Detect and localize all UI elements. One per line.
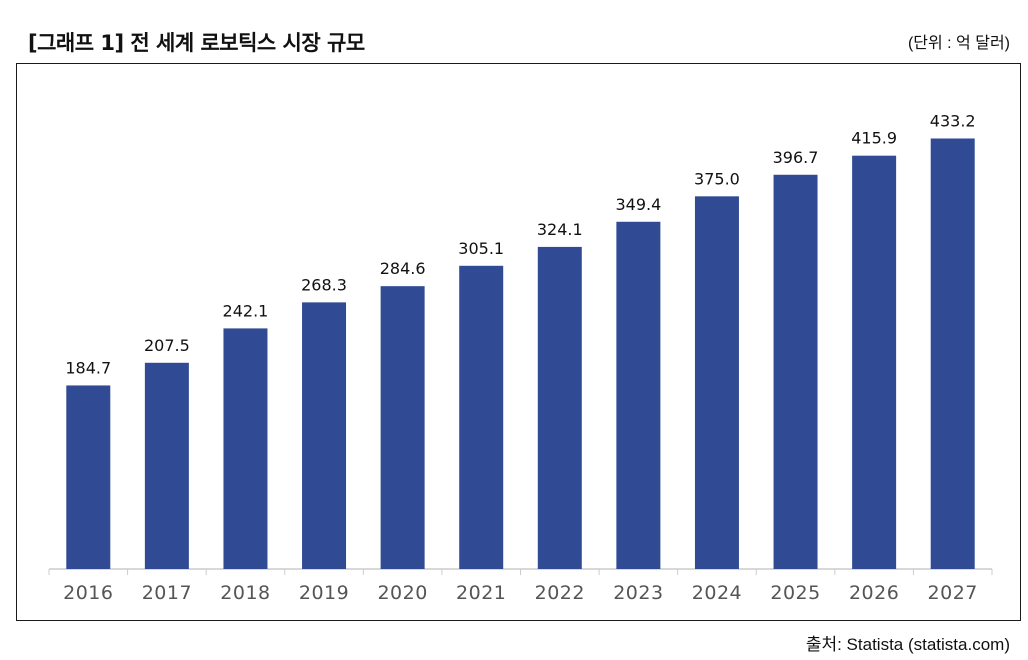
data-label-2022: 324.1 [537, 220, 583, 239]
chart-title: [그래프 1] 전 세계 로보틱스 시장 규모 [28, 31, 365, 55]
bar-2017 [144, 362, 189, 569]
bar-2016 [66, 385, 111, 569]
source-note: 출처: Statista (statista.com) [805, 635, 1010, 654]
bar-2021 [459, 265, 504, 569]
bar-2022 [537, 246, 582, 570]
x-tick-label-2020: 2020 [377, 582, 427, 604]
bar-2018 [223, 328, 268, 569]
x-tick-label-2027: 2027 [928, 582, 978, 604]
data-label-2017: 207.5 [144, 336, 190, 355]
bar-chart: 184.7 2016 207.5 2017 242.1 2018 268.3 2019 284.… [48, 111, 993, 604]
bar-2020 [380, 286, 425, 569]
data-label-2027: 433.2 [930, 111, 976, 130]
bar-2019 [302, 302, 347, 569]
data-label-2018: 242.1 [223, 301, 269, 320]
x-tick-label-2024: 2024 [692, 582, 742, 604]
bar-2026 [852, 155, 897, 569]
data-label-2023: 349.4 [615, 195, 661, 214]
data-label-2026: 415.9 [851, 129, 897, 148]
bar-2023 [616, 221, 661, 569]
x-tick-label-2026: 2026 [849, 582, 899, 604]
bar-2024 [694, 196, 739, 569]
data-label-2025: 396.7 [773, 148, 819, 167]
data-label-2021: 305.1 [458, 239, 504, 258]
x-tick-label-2023: 2023 [613, 582, 663, 604]
data-label-2020: 284.6 [380, 259, 426, 278]
x-tick-label-2017: 2017 [142, 582, 192, 604]
x-tick-label-2019: 2019 [299, 582, 349, 604]
unit-label: (단위 : 억 달러) [907, 35, 1010, 52]
bar-2025 [773, 174, 818, 569]
x-tick-label-2018: 2018 [220, 582, 270, 604]
x-tick-label-2025: 2025 [770, 582, 820, 604]
data-label-2024: 375.0 [694, 169, 740, 188]
data-label-2019: 268.3 [301, 275, 347, 294]
bar-2027 [930, 138, 975, 569]
data-label-2016: 184.7 [65, 358, 111, 377]
x-tick-label-2022: 2022 [535, 582, 585, 604]
x-tick-label-2016: 2016 [63, 582, 113, 604]
x-tick-label-2021: 2021 [456, 582, 506, 604]
chart-frame: 184.7 2016 207.5 2017 242.1 2018 268.3 2019 284.… [16, 63, 1021, 621]
